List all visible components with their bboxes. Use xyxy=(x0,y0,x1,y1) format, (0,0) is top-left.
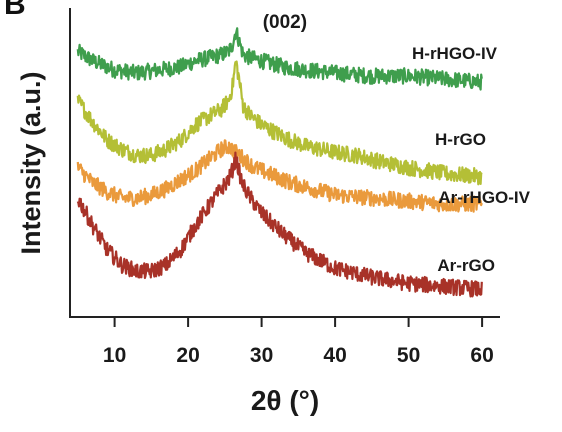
x-tick-label-50: 50 xyxy=(397,344,420,367)
x-tick-label-60: 60 xyxy=(470,344,493,367)
series-label-ar-rhgo-iv: Ar-rHGO-IV xyxy=(438,188,530,207)
series-label-h-rhgo-iv: H-rHGO-IV xyxy=(412,44,498,63)
series-labels: H-rHGO-IV H-rGO Ar-rHGO-IV Ar-rGO xyxy=(412,44,531,275)
x-axis-title: 2θ (°) xyxy=(251,385,319,416)
series-line-ar-rgo xyxy=(76,151,483,298)
series-label-ar-rgo: Ar-rGO xyxy=(437,256,495,275)
x-tick-label-10: 10 xyxy=(103,344,126,367)
series-label-h-rgo: H-rGO xyxy=(435,130,486,149)
series-traces xyxy=(76,27,483,298)
series-line-h-rhgo-iv xyxy=(76,27,483,91)
x-tick-label-20: 20 xyxy=(176,344,199,367)
y-axis-title: Intensity (a.u.) xyxy=(16,71,46,254)
x-tick-label-30: 30 xyxy=(250,344,273,367)
x-tick-label-40: 40 xyxy=(323,344,346,367)
peak-annotation: (002) xyxy=(263,12,307,33)
x-axis-ticks: 10 20 30 40 50 60 xyxy=(103,317,494,367)
panel-label: B xyxy=(4,0,26,21)
series-line-ar-rhgo-iv xyxy=(76,139,483,213)
series-line-h-rgo xyxy=(76,60,483,186)
